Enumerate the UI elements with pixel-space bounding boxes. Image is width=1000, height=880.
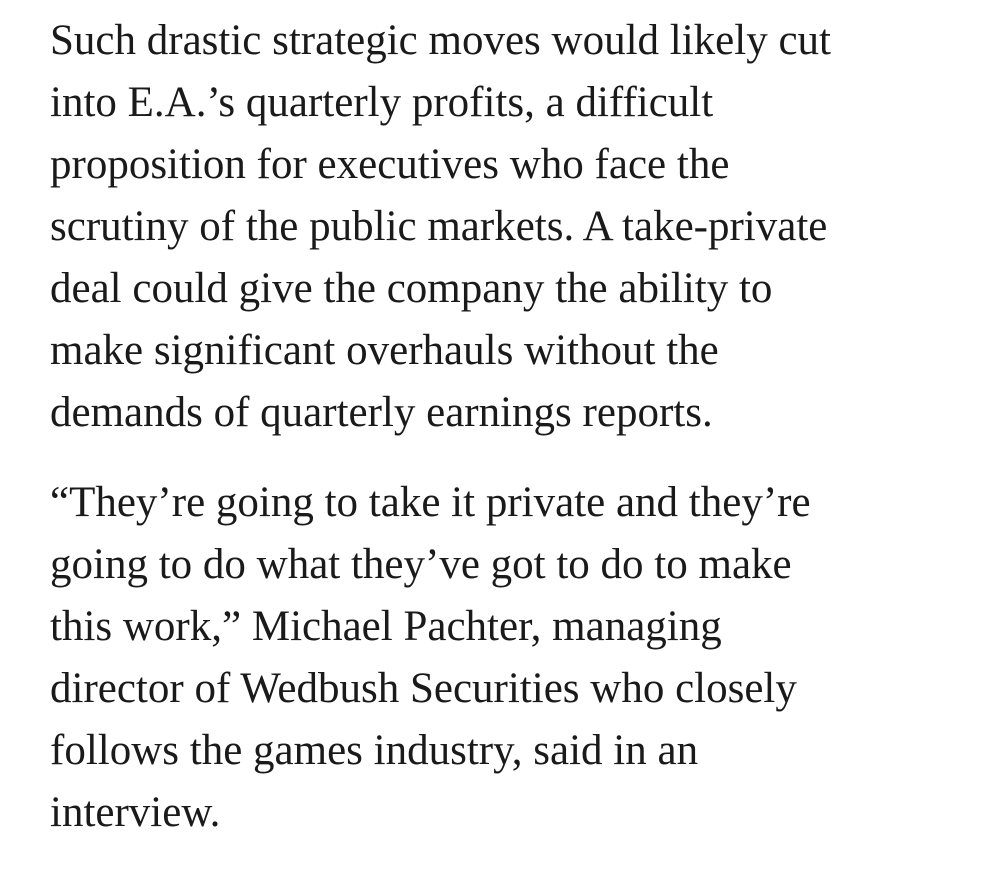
- text-line: Such drastic strategic moves would likel…: [50, 17, 831, 64]
- text-line: follows the games industry, said in an: [50, 727, 699, 774]
- paragraph: “They’re going to take it private and th…: [50, 472, 990, 844]
- text-line: going to do what they’ve got to do to ma…: [50, 541, 792, 588]
- text-line: deal could give the company the ability …: [50, 265, 773, 312]
- text-line: demands of quarterly earnings reports.: [50, 389, 713, 436]
- text-line: proposition for executives who face the: [50, 141, 730, 188]
- article-body: Such drastic strategic moves would likel…: [50, 10, 990, 872]
- text-line: make significant overhauls without the: [50, 327, 719, 374]
- text-line: scrutiny of the public markets. A take-p…: [50, 203, 828, 250]
- paragraph: Such drastic strategic moves would likel…: [50, 10, 990, 444]
- text-line: director of Wedbush Securities who close…: [50, 665, 797, 712]
- text-line: this work,” Michael Pachter, managing: [50, 603, 722, 650]
- text-line: interview.: [50, 789, 221, 836]
- text-line: “They’re going to take it private and th…: [50, 479, 811, 526]
- text-line: into E.A.’s quarterly profits, a difficu…: [50, 79, 714, 126]
